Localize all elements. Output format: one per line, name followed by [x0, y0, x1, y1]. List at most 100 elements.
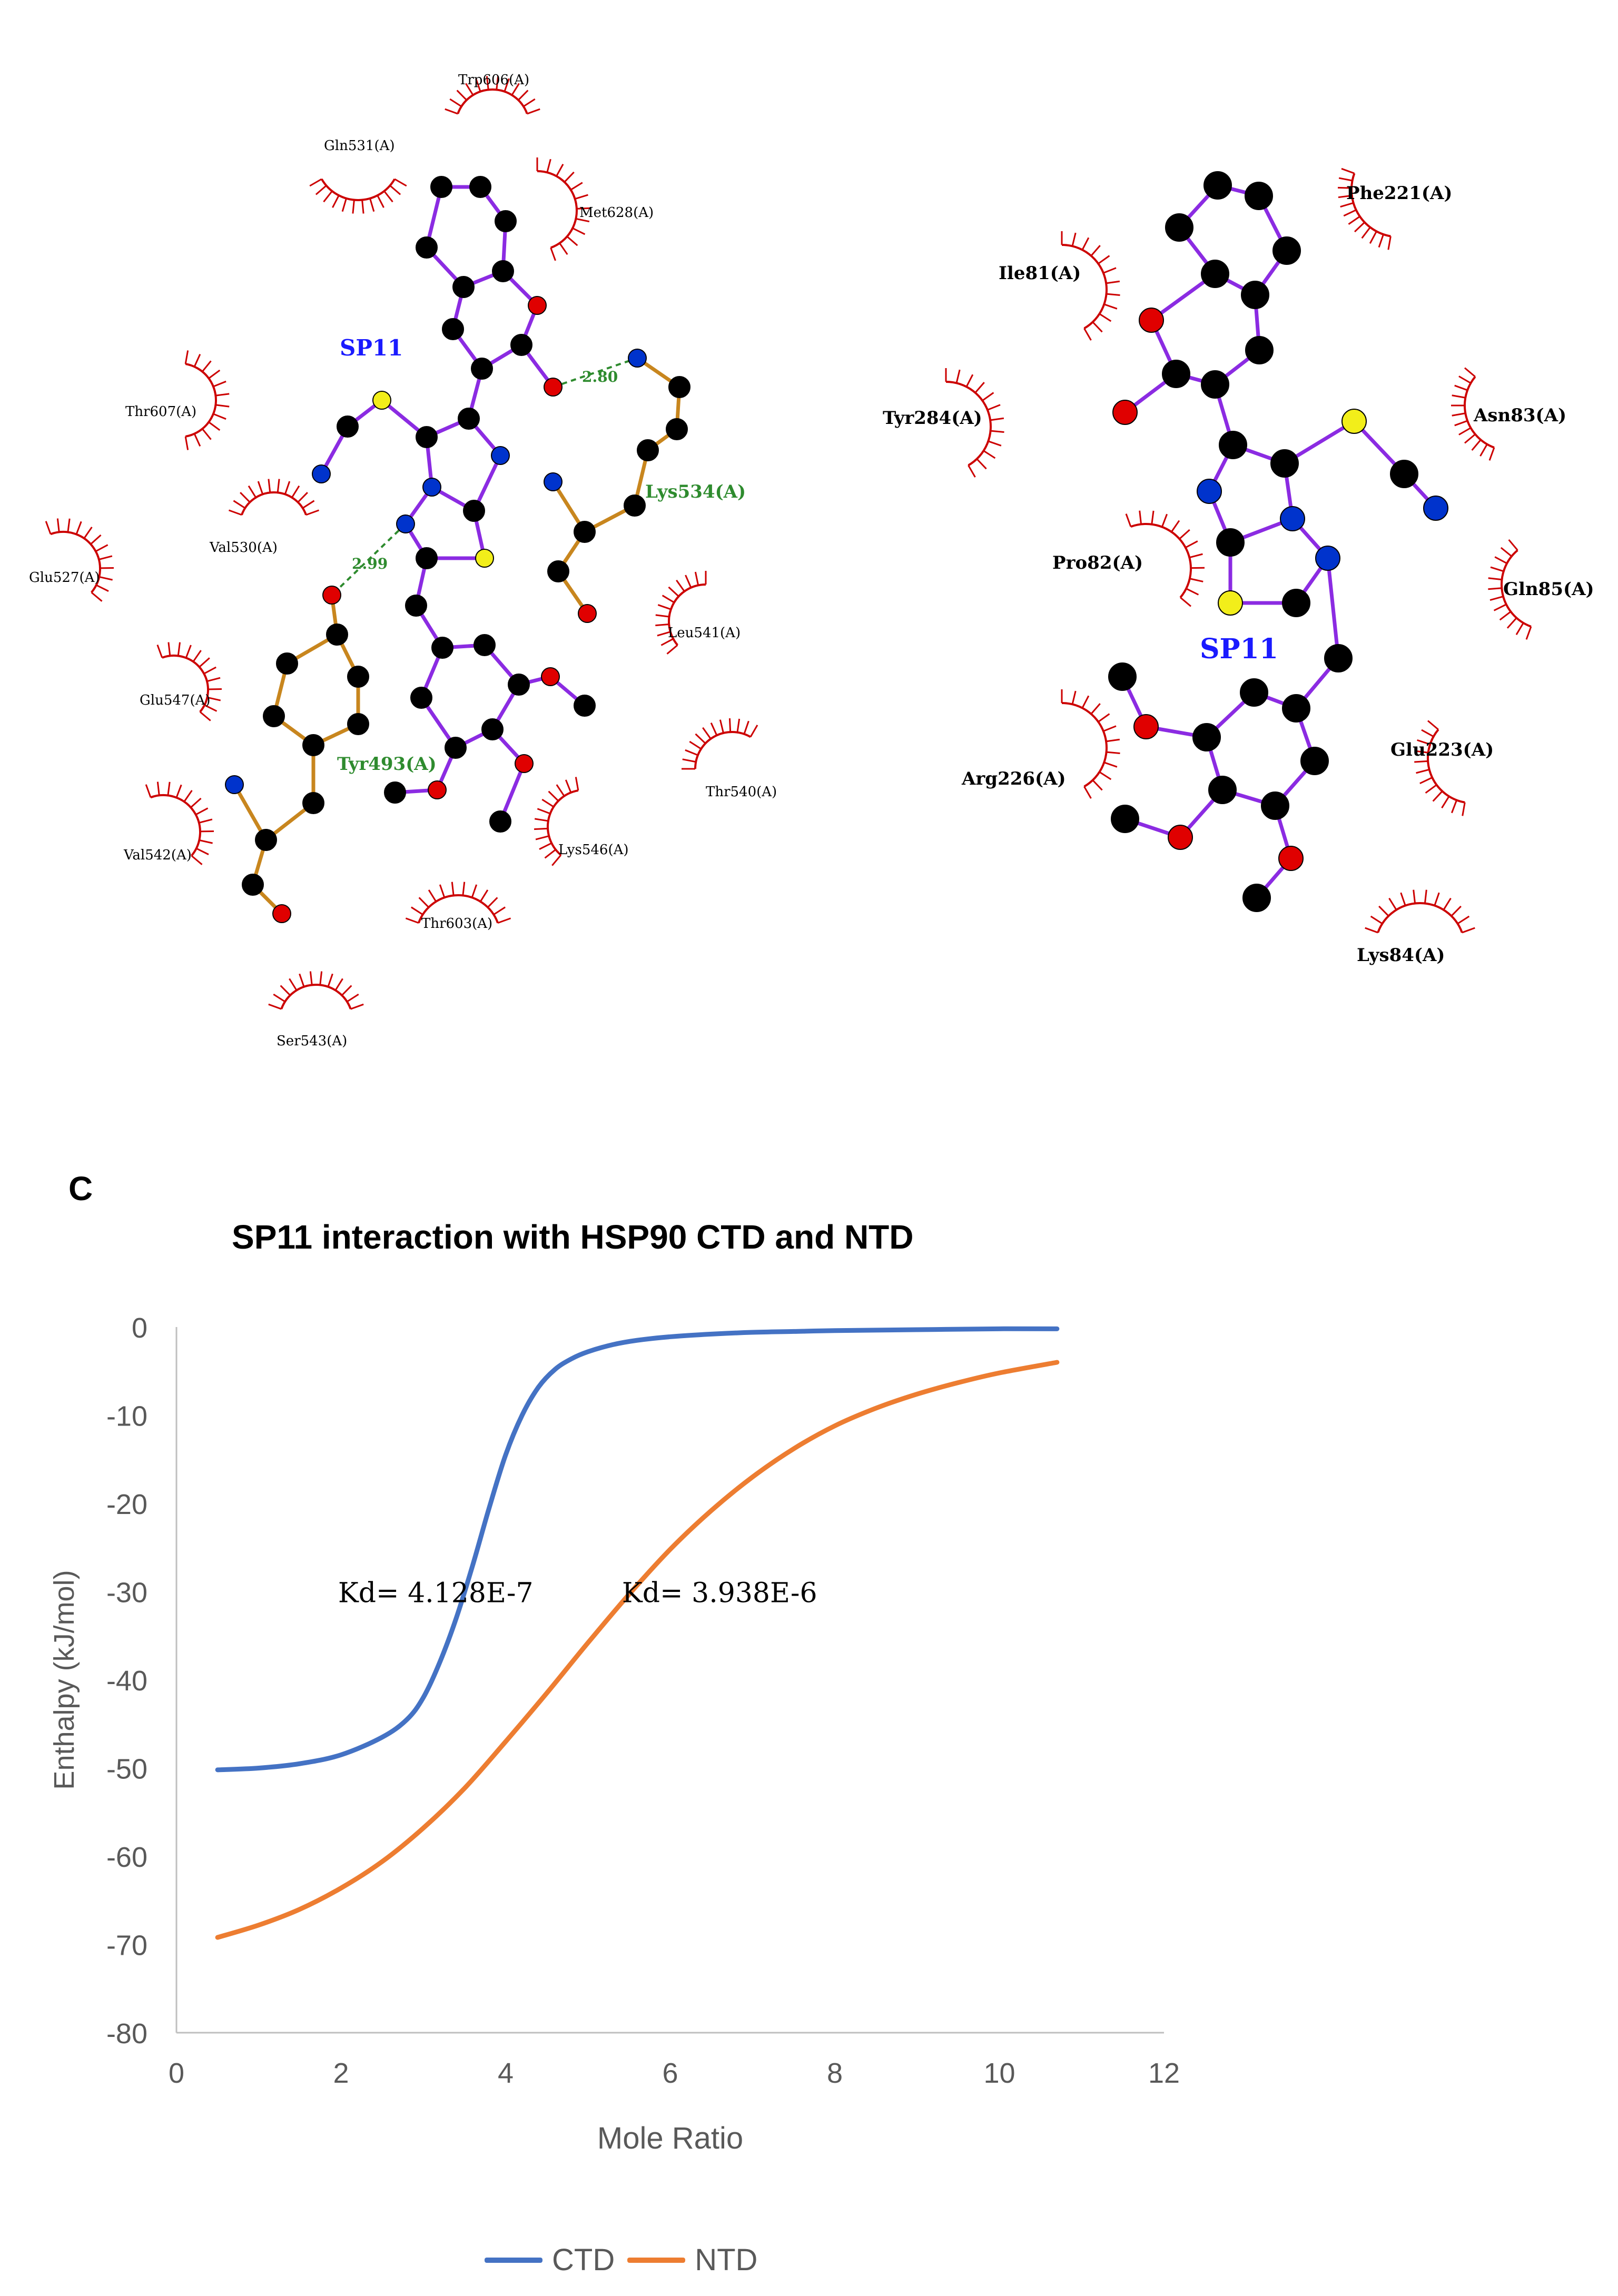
atom-cy [242, 874, 264, 896]
atom-c17 [1240, 678, 1268, 707]
arc-glu547 [156, 642, 222, 721]
atom-c22 [384, 781, 406, 804]
x-tick-label: 0 [169, 2057, 184, 2089]
atom-cbl [624, 494, 646, 517]
atom-c15 [1324, 644, 1353, 672]
legend-swatch-ntd [627, 2257, 686, 2263]
atom-c21 [1300, 747, 1329, 775]
panel-b-atoms [1108, 171, 1448, 912]
y-tick-label: 0 [132, 1312, 147, 1344]
atom-cdl [666, 418, 688, 440]
atom-c13 [416, 547, 438, 569]
residue-asn83: Asn83(A) [1473, 405, 1566, 426]
atom-c5 [469, 176, 491, 198]
residue-leu541: Leu541(A) [668, 625, 741, 641]
arc-gln531 [309, 178, 407, 214]
atom-o1 [528, 296, 547, 315]
atom-c9 [442, 318, 464, 340]
residue-glu527: Glu527(A) [29, 570, 100, 586]
residue-gln85: Gln85(A) [1503, 579, 1594, 600]
arc-glu527 [45, 518, 114, 602]
atom-c6 [495, 210, 517, 232]
atom-c17 [410, 687, 432, 709]
atom-o4 [515, 754, 534, 773]
x-tick-label: 6 [662, 2057, 678, 2089]
residue-glu547: Glu547(A) [140, 692, 211, 708]
atom-ny [225, 775, 244, 794]
atom-c2 [1241, 281, 1269, 309]
atom-s2 [1341, 409, 1367, 434]
y-tick-label: -10 [106, 1401, 147, 1432]
residue-ile81: Ile81(A) [999, 263, 1081, 284]
atom-o5 [541, 667, 560, 686]
arc-tyr284 [945, 368, 1004, 478]
legend-swatch-ctd [485, 2257, 542, 2263]
arc-ile81 [1061, 231, 1120, 341]
y-tick-label: -30 [106, 1577, 147, 1609]
atom-ce2 [276, 652, 298, 675]
atom-c19 [481, 718, 504, 740]
arc-thr607 [184, 350, 230, 450]
atom-cgy [302, 734, 324, 756]
chart-axes [175, 1327, 1164, 2034]
atom-c16 [1282, 694, 1310, 723]
kd-annotation-1: Kd= 4.128E-7 [338, 1578, 534, 1609]
legend-item-ctd: CTD [485, 2242, 615, 2278]
atom-ce1 [347, 666, 369, 688]
residue-thr603: Thr603(A) [421, 916, 492, 932]
atom-ol [578, 604, 597, 623]
residue-phe221: Phe221(A) [1346, 183, 1452, 204]
residue-pro82: Pro82(A) [1052, 552, 1143, 573]
chart-title: SP11 interaction with HSP90 CTD and NTD [232, 1218, 914, 1256]
y-tick-label: -70 [106, 1930, 147, 1962]
legend-label-ctd: CTD [552, 2243, 615, 2277]
atom-c18 [445, 737, 467, 759]
residue-thr607: Thr607(A) [125, 404, 196, 420]
atom-n4 [312, 464, 331, 483]
atom-o4 [1168, 825, 1193, 850]
residue-lys546: Lys546(A) [558, 842, 629, 858]
atom-c16 [431, 637, 453, 659]
y-axis-label: Enthalpy (kJ/mol) [48, 1570, 80, 1789]
panel-a-bonds [232, 185, 682, 915]
atom-c9 [1245, 336, 1274, 364]
atom-n2 [396, 514, 415, 533]
chart-series [215, 1326, 1060, 1940]
atom-cel [668, 376, 690, 398]
atom-c3 [416, 236, 438, 259]
atom-c24 [1242, 884, 1271, 912]
atom-s1 [1218, 590, 1243, 616]
atom-c1 [492, 260, 514, 282]
chart-annotations: Kd= 4.128E-7 Kd= 3.938E-6 [338, 1578, 817, 1609]
atom-o2 [1112, 400, 1138, 425]
atom-c11 [416, 426, 438, 448]
residue-tyr493: Tyr493(A) [337, 754, 437, 775]
arc-pro82 [1125, 510, 1205, 607]
x-axis-label: Mole Ratio [597, 2121, 743, 2155]
x-tick-label: 4 [498, 2057, 514, 2089]
atom-c14 [1390, 460, 1418, 488]
atom-c7 [1162, 360, 1190, 388]
atom-c20 [1261, 791, 1289, 820]
residue-val542: Val542(A) [123, 847, 192, 863]
x-tick-label: 10 [983, 2057, 1015, 2089]
arc-trp606 [445, 76, 540, 115]
atom-cgl [637, 439, 659, 461]
atom-c14 [337, 415, 359, 438]
residue-val530: Val530(A) [209, 540, 278, 556]
atom-c10 [458, 408, 480, 430]
atom-c7 [510, 334, 532, 356]
x-tick-label: 8 [827, 2057, 843, 2089]
atom-o5 [1278, 846, 1304, 871]
arc-thr540 [682, 718, 758, 770]
atom-c24 [574, 695, 596, 717]
panel-a-hbond-2: 2.99 [352, 555, 388, 572]
legend-item-ntd: NTD [627, 2242, 757, 2278]
enthalpy-chart: 0 -10 -20 -30 -40 -50 -60 -70 -80 0 2 4 6 8 10 12 Kd= 4… [0, 1274, 1618, 2201]
atom-s1 [475, 549, 494, 568]
atom-n4 [1423, 496, 1448, 521]
atom-c23 [489, 810, 511, 833]
residue-met628: Met628(A) [579, 205, 654, 221]
atom-c3 [1272, 236, 1301, 265]
atom-n3 [491, 446, 510, 465]
